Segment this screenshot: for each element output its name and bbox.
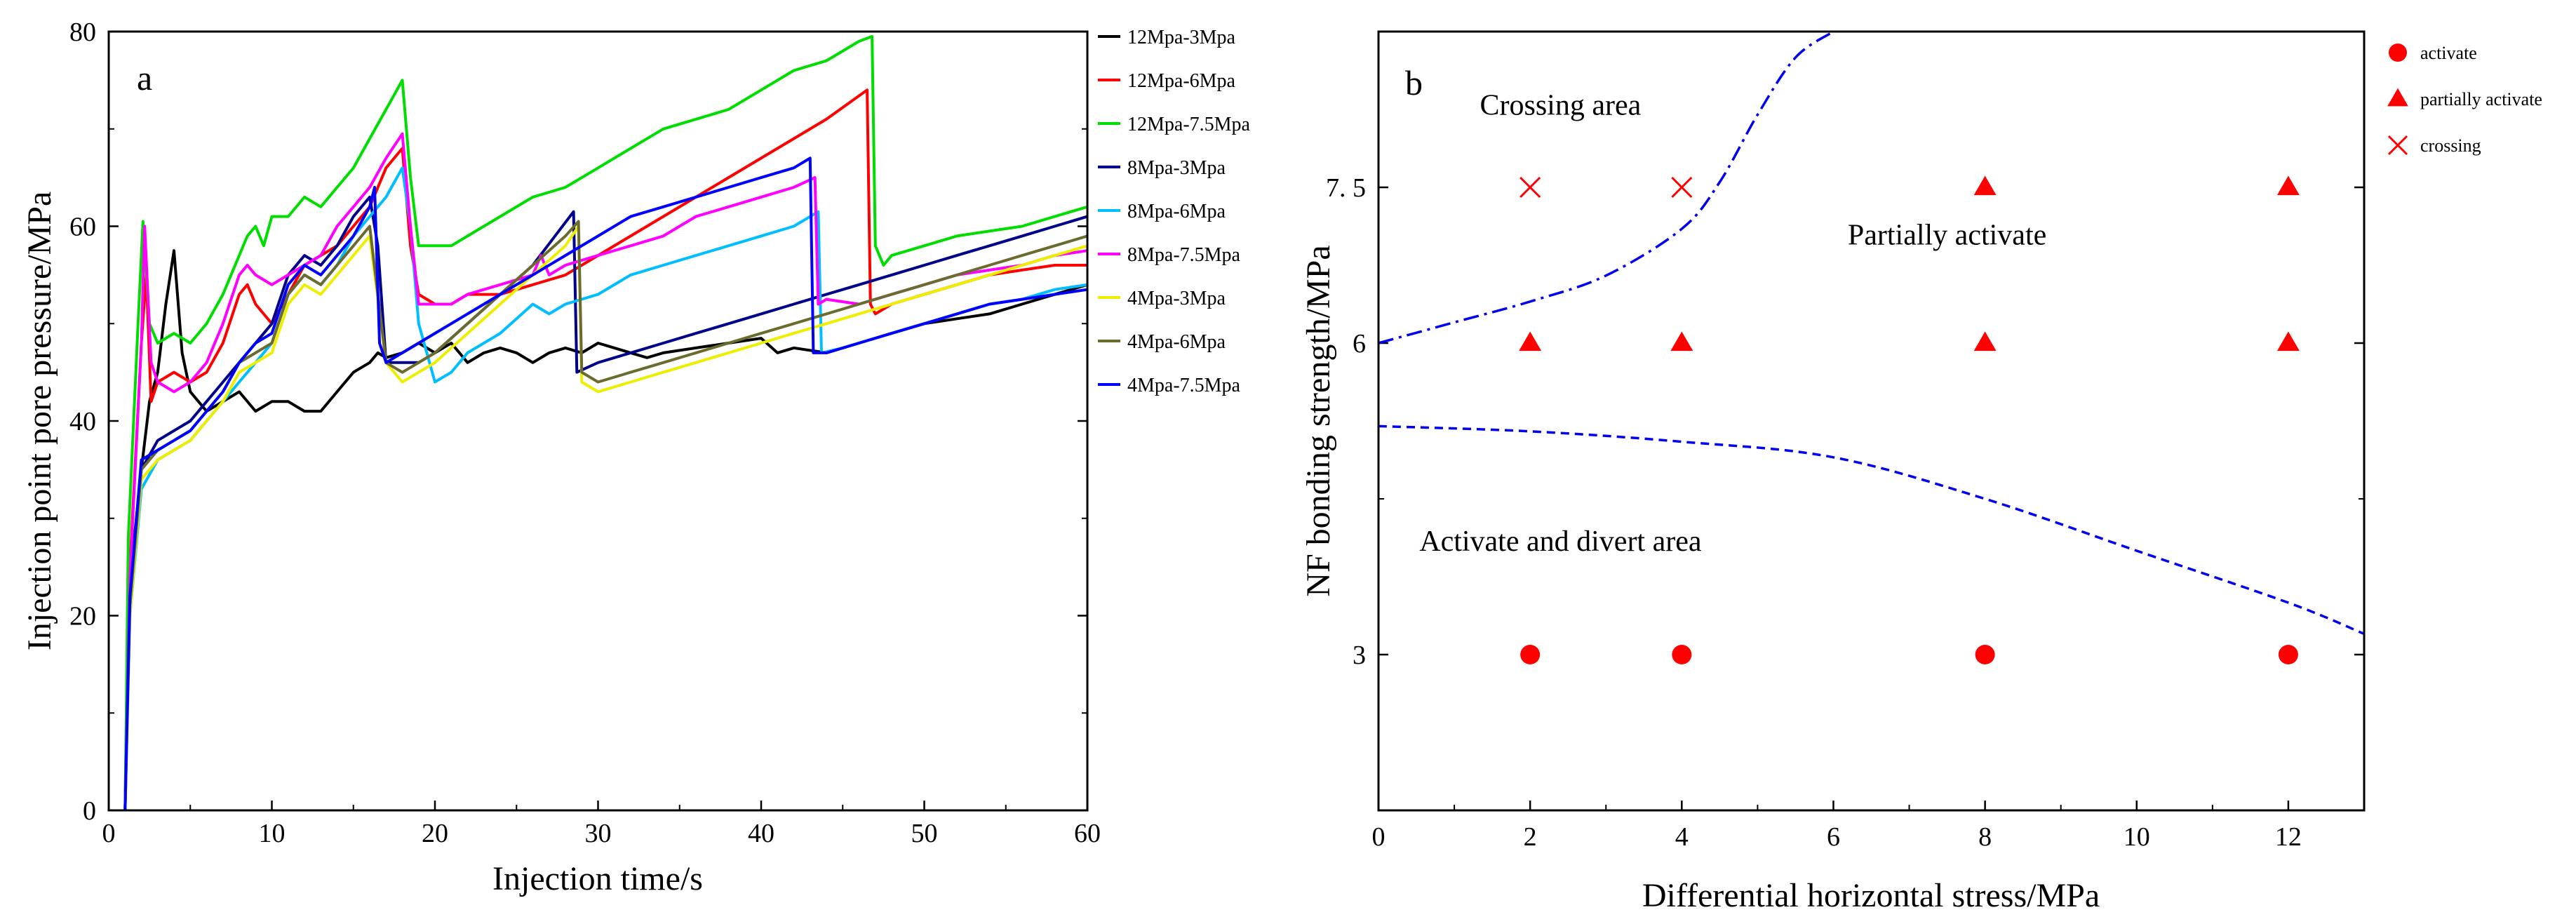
- legend-label-a: 8Mpa-7.5Mpa: [1127, 244, 1241, 266]
- marker-crossing-stroke: [1671, 176, 1693, 199]
- legend-b: activate partially activate crossing: [2387, 43, 2542, 156]
- series-group-a: [123, 34, 1088, 811]
- boundary-lines-b: [1378, 30, 2365, 636]
- legend-label-b: partially activate: [2420, 89, 2542, 109]
- legend-label-a: 12Mpa-7.5Mpa: [1127, 114, 1251, 135]
- x-tick-label-b: 8: [1978, 822, 1992, 852]
- legend-marker-b: [2389, 43, 2407, 62]
- chart-a: 0 10 20 30 40 50 60 0 20 40 60 80 a Injection time/…: [21, 18, 1251, 897]
- legend-label-b: crossing: [2420, 135, 2481, 156]
- legend-marker-b-stroke: [2387, 135, 2408, 156]
- y-tick-label-b: 7. 5: [1326, 173, 1366, 203]
- x-tick-label-a: 30: [585, 819, 612, 848]
- panel-label-a: a: [137, 58, 152, 98]
- series-line-8Mpa-6Mpa: [123, 166, 1088, 811]
- x-tick-label-b: 6: [1827, 822, 1840, 852]
- marker-crossing-stroke: [1520, 176, 1541, 199]
- y-axis-label-b: NF bonding strength/MPa: [1300, 245, 1337, 596]
- x-tick-label-b: 10: [2124, 822, 2150, 852]
- x-tick-label-b: 4: [1675, 822, 1689, 852]
- x-axis-label-a: Injection time/s: [492, 860, 703, 897]
- legend-label-a: 8Mpa-3Mpa: [1127, 157, 1226, 179]
- marker-activate: [2278, 645, 2298, 664]
- legend-label-b: activate: [2420, 43, 2477, 63]
- chart-b: 0 2 4 6 8 10 12 3 6 7. 5 Crossing area Partially a…: [1300, 30, 2542, 914]
- markers-b: [1519, 175, 2300, 664]
- annotations-b: Crossing area Partially activate Activate …: [1419, 89, 2046, 558]
- marker-activate: [1520, 645, 1541, 664]
- x-tick-label-b: 12: [2275, 822, 2302, 852]
- x-tick-label-a: 20: [422, 819, 448, 848]
- y-tick-label-a: 0: [83, 796, 96, 826]
- x-tick-label-a: 40: [748, 819, 774, 848]
- series-line-4Mpa-6Mpa: [123, 220, 1088, 811]
- marker-partially-activate: [1519, 331, 1542, 352]
- series-line-4Mpa-3Mpa: [123, 225, 1088, 811]
- y-tick-label-b: 6: [1353, 329, 1366, 359]
- marker-crossing: [1520, 176, 1541, 199]
- marker-activate: [1672, 645, 1692, 664]
- legend-label-a: 12Mpa-6Mpa: [1127, 70, 1236, 92]
- marker-partially-activate: [1973, 331, 1997, 352]
- x-axis-label-b: Differential horizontal stress/MPa: [1642, 877, 2100, 914]
- legend-label-a: 8Mpa-6Mpa: [1127, 201, 1226, 222]
- marker-crossing: [1671, 176, 1693, 199]
- y-axis-label-a: Injection point pore pressure/MPa: [21, 192, 58, 651]
- series-line-12Mpa-7.5Mpa: [123, 34, 1088, 811]
- marker-activate: [1975, 645, 1995, 664]
- plot-frame-a: [107, 30, 1089, 812]
- marker-partially-activate: [2276, 175, 2300, 196]
- series-line-8Mpa-7.5Mpa: [123, 132, 1088, 811]
- legend-marker-b: [2387, 88, 2408, 107]
- marker-partially-activate: [1973, 175, 1997, 196]
- legend-label-a: 4Mpa-3Mpa: [1127, 288, 1226, 309]
- y-tick-label-a: 60: [69, 213, 96, 242]
- axis-ticks-a: 0 10 20 30 40 50 60 0 20 40 60 80: [69, 18, 1101, 848]
- panel-label-b: b: [1405, 63, 1423, 102]
- series-line-12Mpa-3Mpa: [123, 249, 1088, 811]
- x-tick-label-a: 60: [1074, 819, 1101, 848]
- marker-partially-activate: [1670, 331, 1693, 352]
- legend-marker-b: [2387, 135, 2408, 156]
- x-tick-label-a: 50: [911, 819, 938, 848]
- y-tick-label-a: 40: [69, 407, 96, 436]
- legend-a: 12Mpa-3Mpa 12Mpa-6Mpa 12Mpa-7.5Mpa 8Mpa-3Mp…: [1098, 27, 1251, 396]
- crossing-boundary: [1378, 30, 1834, 344]
- legend-label-a: 12Mpa-3Mpa: [1127, 27, 1236, 48]
- axis-ticks-b: 0 2 4 6 8 10 12 3 6 7. 5: [1326, 173, 2364, 852]
- activate-boundary: [1378, 424, 2365, 636]
- series-line-4Mpa-7.5Mpa: [123, 156, 1088, 811]
- x-tick-label-b: 0: [1372, 822, 1386, 852]
- x-tick-label-a: 10: [259, 819, 286, 848]
- x-tick-label-a: 0: [102, 819, 116, 848]
- region-annotation-b: Partially activate: [1848, 219, 2046, 251]
- plot-frame-b: [1377, 30, 2366, 812]
- legend-label-a: 4Mpa-6Mpa: [1127, 331, 1226, 353]
- region-annotation-b: Activate and divert area: [1419, 526, 1702, 558]
- region-annotation-b: Crossing area: [1480, 89, 1641, 121]
- y-tick-label-a: 20: [69, 602, 96, 631]
- series-line-12Mpa-6Mpa: [123, 88, 1087, 811]
- x-tick-label-b: 2: [1524, 822, 1537, 852]
- legend-label-a: 4Mpa-7.5Mpa: [1127, 375, 1241, 396]
- y-tick-label-a: 80: [69, 18, 96, 47]
- marker-partially-activate: [2276, 331, 2300, 352]
- y-tick-label-b: 3: [1353, 641, 1366, 670]
